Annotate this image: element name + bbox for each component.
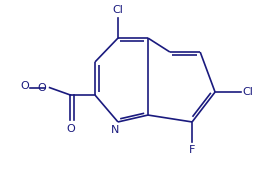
Text: Cl: Cl [242,87,253,97]
Text: O: O [20,81,29,91]
Text: O: O [66,124,75,133]
Text: Cl: Cl [112,5,123,15]
Text: F: F [189,145,195,155]
Text: N: N [111,125,119,135]
Text: O: O [38,83,46,93]
